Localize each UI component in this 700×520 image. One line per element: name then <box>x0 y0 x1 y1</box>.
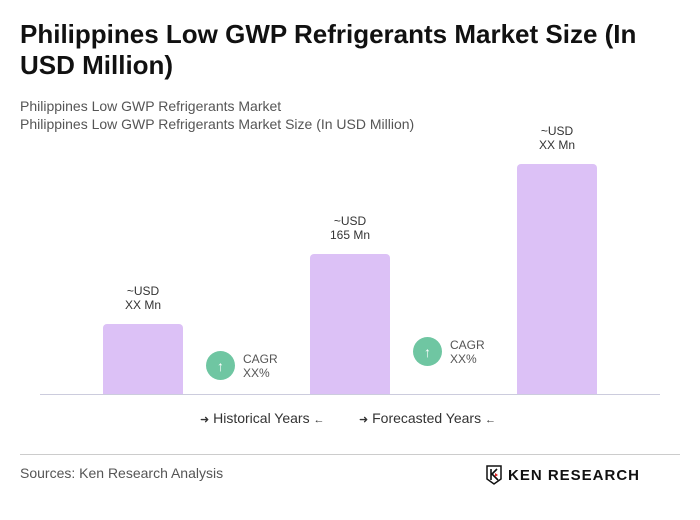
arrow-left-icon: ← <box>313 414 325 426</box>
bar-1 <box>103 324 183 394</box>
bar-2 <box>310 254 390 394</box>
chart-subtitle: Philippines Low GWP Refrigerants Market … <box>20 116 415 132</box>
data-label-2: ~USD 165 Mn <box>329 214 371 242</box>
cagr-badge-2: ↑ CAGR XX% <box>413 337 485 366</box>
source-text: Sources: Ken Research Analysis <box>20 465 224 481</box>
cagr-badge-1: ↑ CAGR XX% <box>206 351 278 380</box>
legend-forecasted: ➜ Forecasted Years ← <box>359 410 496 426</box>
ken-research-logo: KEN RESEARCH <box>486 465 640 485</box>
arrow-up-icon: ↑ <box>206 351 235 380</box>
bar-3 <box>517 164 597 394</box>
divider <box>20 454 680 455</box>
data-label-1: ~USD XX Mn <box>124 284 161 312</box>
arrow-right-icon: ➜ <box>200 414 210 426</box>
subtitle: Philippines Low GWP Refrigerants Market <box>20 98 282 114</box>
arrow-left-icon: ← <box>484 414 496 426</box>
data-label-3: ~USD XX Mn <box>538 124 575 152</box>
x-axis <box>40 394 660 395</box>
arrow-right-icon: ➜ <box>359 414 369 426</box>
legend-historical: ➜ Historical Years ← <box>200 410 325 426</box>
logo-icon <box>486 465 502 485</box>
arrow-up-icon: ↑ <box>413 337 442 366</box>
page-title: Philippines Low GWP Refrigerants Market … <box>20 19 637 80</box>
